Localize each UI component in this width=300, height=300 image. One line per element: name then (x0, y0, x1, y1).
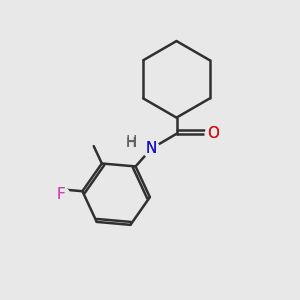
Text: O: O (207, 126, 219, 141)
Text: H: H (126, 136, 136, 150)
Text: N: N (146, 141, 157, 156)
Text: F: F (57, 188, 66, 202)
Text: N: N (146, 141, 157, 156)
Text: F: F (57, 188, 66, 202)
Text: O: O (207, 126, 219, 141)
Text: H: H (125, 135, 136, 150)
